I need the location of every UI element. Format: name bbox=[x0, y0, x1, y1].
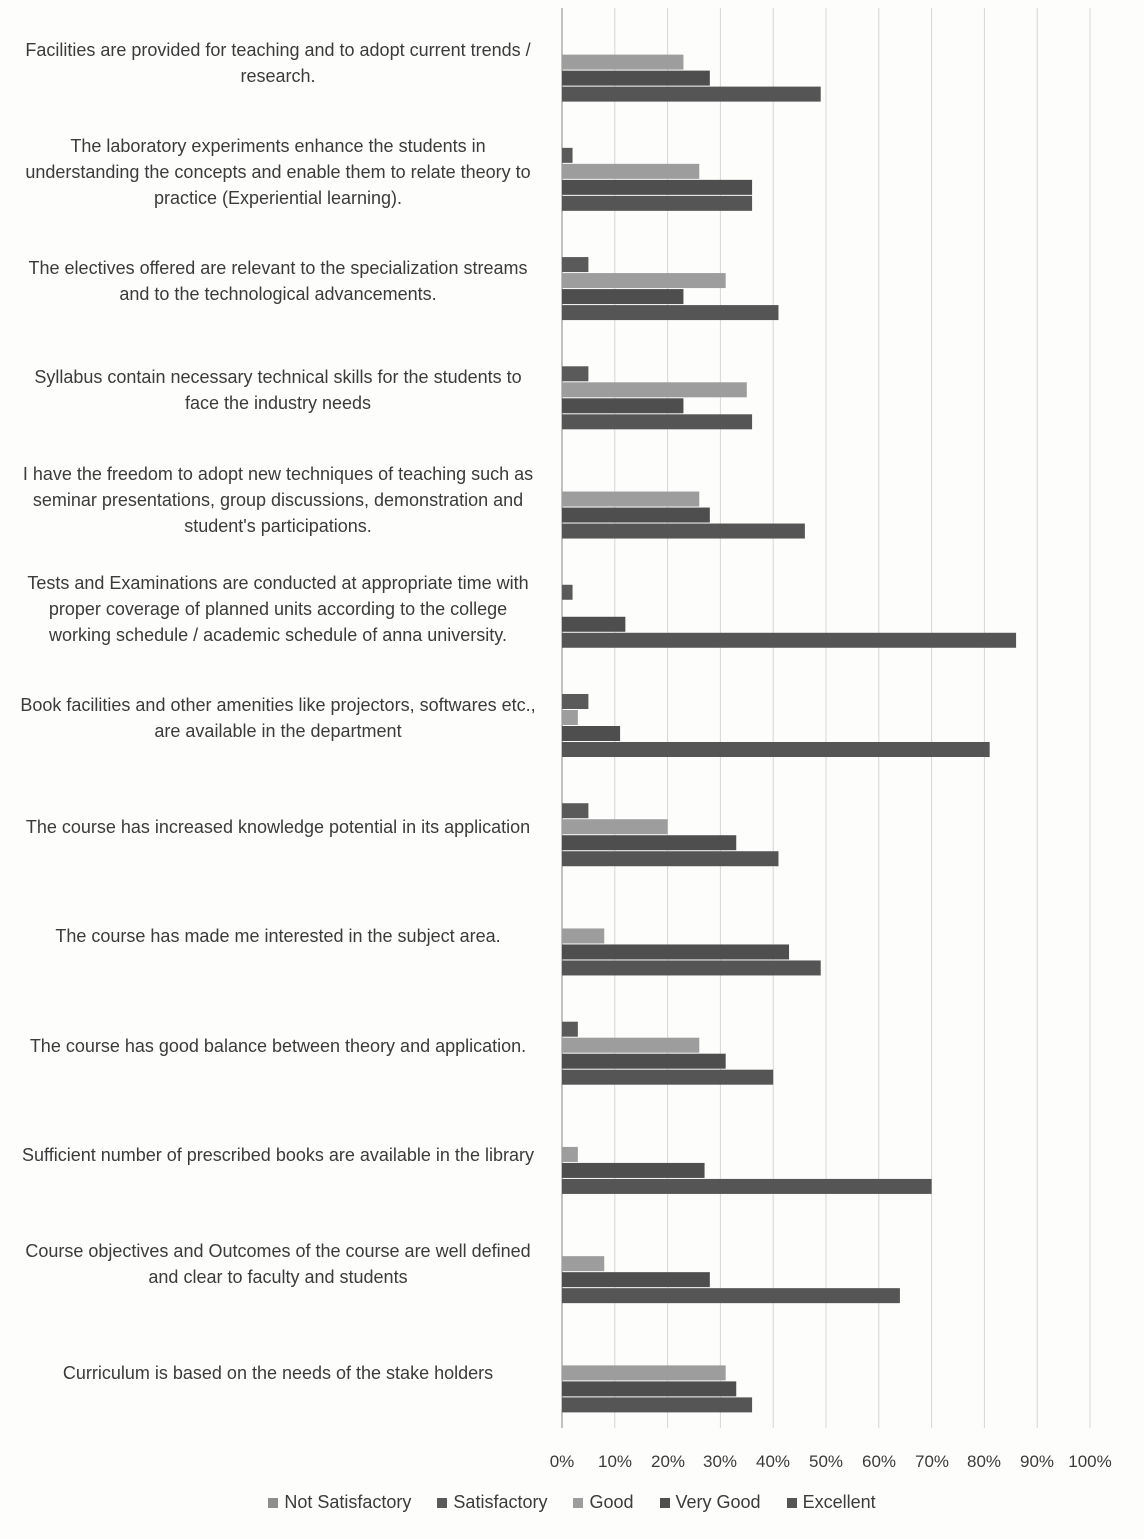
category-label: Book facilities and other amenities like… bbox=[20, 695, 536, 741]
category-label: Syllabus contain necessary technical ski… bbox=[34, 367, 522, 413]
x-tick-label: 40% bbox=[755, 1452, 791, 1471]
bar-satisfactory bbox=[562, 1021, 578, 1037]
bar-excellent bbox=[562, 195, 753, 211]
bar-good bbox=[562, 1256, 605, 1272]
bar-very-good bbox=[562, 1053, 726, 1069]
bar-satisfactory bbox=[562, 803, 589, 819]
legend-swatch bbox=[573, 1497, 584, 1508]
bar-good bbox=[562, 1146, 578, 1162]
bar-excellent bbox=[562, 742, 990, 757]
category-label: The course has increased knowledge poten… bbox=[25, 817, 531, 837]
bar-excellent bbox=[562, 1397, 753, 1413]
bar-good bbox=[562, 710, 578, 725]
x-tick-label: 100% bbox=[1068, 1452, 1112, 1471]
legend-label: Very Good bbox=[675, 1492, 761, 1512]
bar-very-good bbox=[562, 616, 626, 632]
legend-label: Excellent bbox=[802, 1492, 876, 1512]
legend-swatch bbox=[659, 1497, 670, 1508]
bar-good bbox=[562, 1365, 726, 1381]
bar-good bbox=[562, 1037, 700, 1053]
category-label: The course has good balance between theo… bbox=[29, 1036, 527, 1056]
x-tick-label: 0% bbox=[549, 1452, 575, 1471]
bar-good bbox=[562, 54, 684, 70]
bar-good bbox=[562, 819, 668, 835]
bar-satisfactory bbox=[562, 584, 573, 600]
x-tick-label: 60% bbox=[861, 1452, 897, 1471]
x-tick-label: 10% bbox=[597, 1452, 633, 1471]
bar-good bbox=[562, 382, 747, 398]
bar-satisfactory bbox=[562, 257, 589, 273]
legend-label: Satisfactory bbox=[453, 1492, 548, 1512]
bar-very-good bbox=[562, 289, 684, 305]
bar-very-good bbox=[562, 835, 737, 851]
bar-good bbox=[562, 491, 700, 507]
bar-very-good bbox=[562, 1162, 705, 1178]
category-label: The electives offered are relevant to th… bbox=[28, 258, 528, 304]
category-label: Sufficient number of prescribed books ar… bbox=[22, 1145, 534, 1165]
bar-excellent bbox=[562, 960, 821, 976]
bar-very-good bbox=[562, 398, 684, 414]
legend-item: Satisfactory bbox=[437, 1492, 547, 1513]
bar-good bbox=[562, 163, 700, 179]
legend-label: Not Satisfactory bbox=[284, 1492, 412, 1512]
category-label: I have the freedom to adopt new techniqu… bbox=[22, 464, 534, 536]
bar-satisfactory bbox=[562, 694, 589, 709]
category-label: Course objectives and Outcomes of the co… bbox=[25, 1241, 531, 1287]
bar-very-good bbox=[562, 944, 790, 960]
bar-satisfactory bbox=[562, 366, 589, 382]
chart-legend: Not Satisfactory Satisfactory Good Very Goo… bbox=[0, 1492, 1144, 1513]
bar-excellent bbox=[562, 1178, 932, 1194]
bar-excellent bbox=[562, 1288, 900, 1304]
bar-excellent bbox=[562, 632, 1017, 648]
bar-very-good bbox=[562, 726, 621, 741]
x-tick-label: 90% bbox=[1019, 1452, 1055, 1471]
bar-excellent bbox=[562, 523, 805, 539]
category-label: The laboratory experiments enhance the s… bbox=[25, 136, 531, 208]
bar-excellent bbox=[562, 86, 821, 102]
legend-label: Good bbox=[589, 1492, 634, 1512]
bar-good bbox=[562, 928, 605, 944]
bar-good bbox=[562, 273, 726, 289]
x-tick-label: 30% bbox=[702, 1452, 738, 1471]
legend-swatch bbox=[268, 1497, 279, 1508]
category-label: Curriculum is based on the needs of the … bbox=[62, 1363, 494, 1383]
legend-item: Very Good bbox=[659, 1492, 761, 1513]
legend-item: Good bbox=[573, 1492, 634, 1513]
bar-very-good bbox=[562, 507, 710, 523]
x-tick-label: 80% bbox=[966, 1452, 1002, 1471]
bar-very-good bbox=[562, 1381, 737, 1397]
bar-excellent bbox=[562, 305, 779, 321]
bar-excellent bbox=[562, 851, 779, 867]
bar-very-good bbox=[562, 1272, 710, 1288]
bar-satisfactory bbox=[562, 147, 573, 163]
bar-very-good bbox=[562, 179, 753, 195]
x-tick-label: 20% bbox=[650, 1452, 686, 1471]
bar-excellent bbox=[562, 1069, 774, 1085]
legend-item: Not Satisfactory bbox=[268, 1492, 411, 1513]
legend-swatch bbox=[437, 1497, 448, 1508]
category-label: The course has made me interested in the… bbox=[55, 926, 501, 946]
bar-excellent bbox=[562, 414, 753, 430]
legend-swatch bbox=[786, 1497, 797, 1508]
x-tick-label: 70% bbox=[914, 1452, 950, 1471]
category-label: Tests and Examinations are conducted at … bbox=[27, 573, 529, 645]
bar-very-good bbox=[562, 70, 710, 86]
category-label: Facilities are provided for teaching and… bbox=[25, 40, 531, 86]
legend-item: Excellent bbox=[786, 1492, 876, 1513]
x-tick-label: 50% bbox=[808, 1452, 844, 1471]
